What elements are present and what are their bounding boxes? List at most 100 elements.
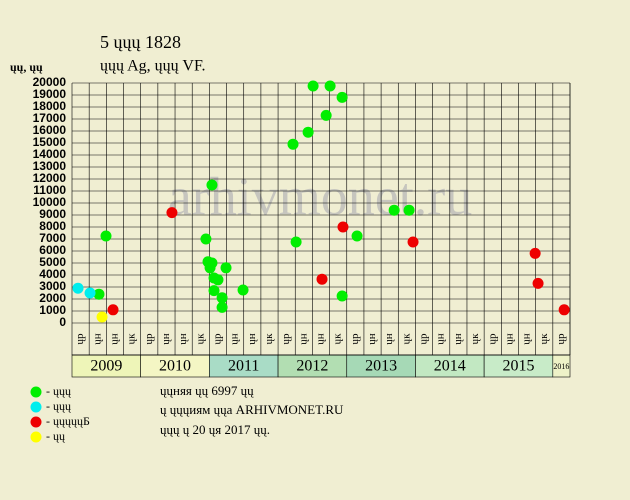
y-tick-label: 10000	[33, 195, 67, 209]
y-tick-label: 14000	[33, 147, 67, 161]
year-label: 2015	[502, 358, 534, 375]
y-tick-label: 2000	[39, 291, 66, 305]
quarter-label: ųн	[297, 333, 309, 345]
quarter-label: ųн	[229, 333, 241, 345]
y-tick-label: 7000	[39, 231, 66, 245]
point	[93, 288, 105, 300]
quarter-label: ųр	[280, 333, 292, 345]
point	[72, 282, 84, 294]
y-tick-label: 0	[59, 315, 66, 329]
quarter-label: ųн	[452, 333, 464, 345]
quarter-label: ųн	[521, 333, 533, 345]
point	[212, 274, 224, 286]
point	[107, 304, 119, 316]
point	[237, 284, 249, 296]
point	[206, 179, 218, 191]
year-label: 2011	[228, 358, 259, 375]
y-tick-label: 6000	[39, 243, 66, 257]
year-label: 2016	[553, 362, 569, 371]
point	[166, 207, 178, 219]
point	[208, 285, 220, 297]
point	[220, 262, 232, 274]
legend-label: - ųų	[46, 429, 65, 443]
point	[204, 262, 216, 274]
point	[290, 236, 302, 248]
quarter-label: ųн	[108, 333, 120, 345]
legend-marker	[30, 401, 42, 413]
quarter-label: ųн	[315, 333, 327, 345]
quarter-label: ųр	[349, 333, 361, 345]
quarter-label: ųк	[400, 333, 412, 345]
year-label: 2010	[159, 358, 191, 375]
point	[336, 91, 348, 103]
y-tick-label: 16000	[33, 123, 67, 137]
legend-label: - ųųųųųБ	[46, 414, 90, 428]
quarter-label: ųн	[91, 333, 103, 345]
chart-title: 5 ųųų 1828	[100, 32, 181, 52]
y-tick-label: 15000	[33, 135, 67, 149]
quarter-label: ųн	[503, 333, 515, 345]
note: ųųų ų 20 ųя 2017 ųų.	[160, 422, 270, 437]
point	[388, 204, 400, 216]
point	[200, 233, 212, 245]
legend-marker	[30, 386, 42, 398]
year-label: 2012	[296, 358, 328, 375]
quarter-label: ųр	[143, 333, 155, 345]
y-tick-label: 9000	[39, 207, 66, 221]
quarter-label: ųн	[366, 333, 378, 345]
point	[337, 221, 349, 233]
quarter-label: ųн	[246, 333, 258, 345]
quarter-label: ųн	[160, 333, 172, 345]
watermark: arhivmonet.ru	[168, 166, 472, 226]
y-axis-label: ųų, ųų	[10, 60, 43, 74]
y-tick-label: 19000	[33, 87, 67, 101]
quarter-label: ųр	[555, 333, 567, 345]
y-tick-label: 3000	[39, 279, 66, 293]
point	[216, 292, 228, 304]
quarter-label: ųн	[177, 333, 189, 345]
quarter-label: ųр	[418, 333, 430, 345]
point	[307, 80, 319, 92]
y-tick-label: 12000	[33, 171, 67, 185]
quarter-label: ųк	[469, 333, 481, 345]
y-tick-label: 4000	[39, 267, 66, 281]
point	[216, 301, 228, 313]
point	[351, 230, 363, 242]
point	[287, 138, 299, 150]
quarter-label: ųк	[332, 333, 344, 345]
year-label: 2009	[90, 358, 122, 375]
quarter-label: ųк	[194, 333, 206, 345]
year-label: 2013	[365, 358, 397, 375]
point	[100, 230, 112, 242]
quarter-label: ųк	[126, 333, 138, 345]
quarter-label: ųк	[263, 333, 275, 345]
point	[84, 287, 96, 299]
quarter-label: ųн	[383, 333, 395, 345]
y-tick-label: 5000	[39, 255, 66, 269]
point	[407, 236, 419, 248]
point	[558, 304, 570, 316]
legend-marker	[30, 416, 42, 428]
y-tick-label: 1000	[39, 303, 66, 317]
point	[403, 204, 415, 216]
note: ų ųųųиям ųųа ARHIVMONET.RU	[160, 402, 344, 417]
quarter-label: ųр	[211, 333, 223, 345]
legend-marker	[30, 431, 42, 443]
year-label: 2014	[434, 358, 466, 375]
quarter-label: ųн	[435, 333, 447, 345]
quarter-label: ųр	[74, 333, 86, 345]
note: ųųняя ųų 6997 ųų	[160, 383, 254, 398]
point	[529, 247, 541, 259]
y-tick-label: 13000	[33, 159, 67, 173]
legend-label: - ųųų	[46, 399, 71, 413]
y-tick-label: 20000	[33, 75, 67, 89]
point	[316, 273, 328, 285]
point	[324, 80, 336, 92]
point	[302, 126, 314, 138]
y-tick-label: 17000	[33, 111, 67, 125]
quarter-label: ųк	[538, 333, 550, 345]
point	[336, 290, 348, 302]
y-tick-label: 18000	[33, 99, 67, 113]
point	[532, 277, 544, 289]
